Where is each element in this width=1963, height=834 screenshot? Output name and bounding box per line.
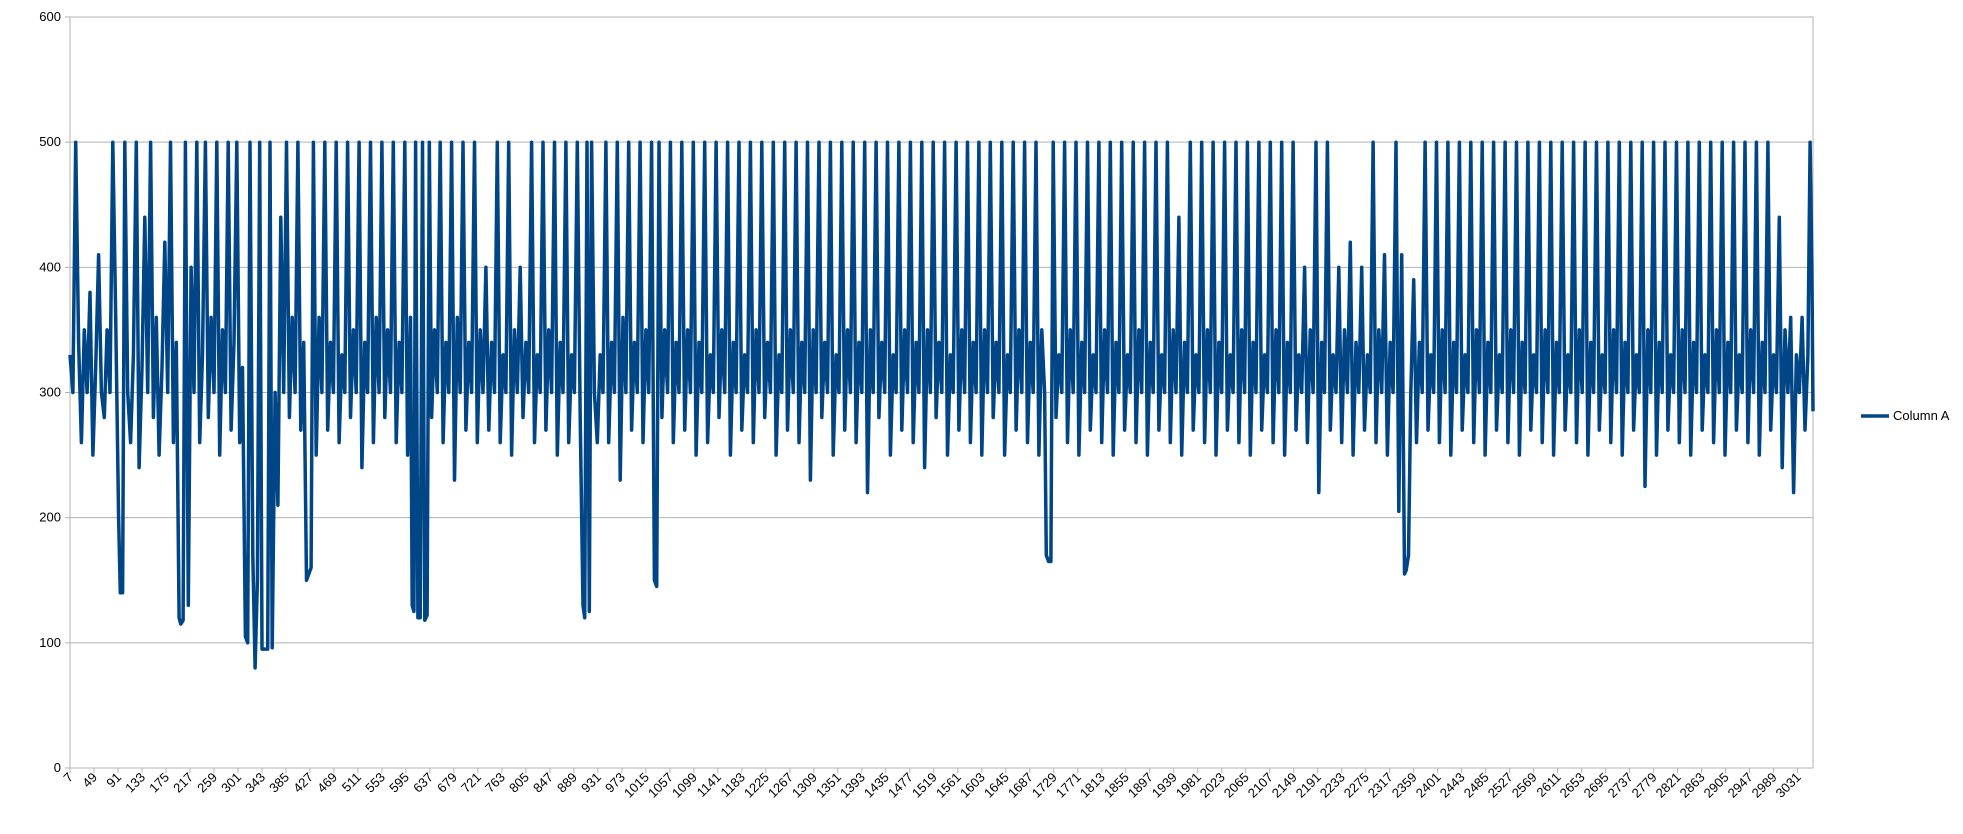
- x-tick-label: 1813: [1077, 770, 1108, 801]
- x-tick-label: 1981: [1173, 770, 1204, 801]
- x-tick-label: 2989: [1749, 770, 1780, 801]
- x-tick-label: 2863: [1677, 770, 1708, 801]
- x-tick-label: 91: [103, 770, 124, 791]
- x-tick-label: 763: [482, 770, 508, 796]
- x-tick-label: 889: [554, 770, 580, 796]
- x-tick-label: 217: [170, 770, 196, 796]
- x-tick-label: 931: [578, 770, 604, 796]
- y-tick-label: 400: [39, 259, 61, 274]
- x-tick-label: 2191: [1293, 770, 1324, 801]
- x-tick-label: 1393: [837, 770, 868, 801]
- x-tick-label: 847: [530, 770, 556, 796]
- x-tick-label: 301: [218, 770, 244, 796]
- x-tick-label: 1603: [957, 770, 988, 801]
- x-tick-label: 805: [506, 770, 532, 796]
- x-tick-label: 343: [242, 770, 268, 796]
- x-tick-label: 2149: [1269, 770, 1300, 801]
- x-tick-label: 1015: [621, 770, 652, 801]
- x-tick-label: 49: [79, 770, 100, 791]
- y-tick-label: 100: [39, 635, 61, 650]
- x-tick-label: 1099: [669, 770, 700, 801]
- series-line-0: [68, 140, 1815, 670]
- x-tick-label: 1939: [1149, 770, 1180, 801]
- x-tick-label: 2905: [1701, 770, 1732, 801]
- x-tick-label: 2359: [1389, 770, 1420, 801]
- x-tick-label: 553: [362, 770, 388, 796]
- x-tick-label: 679: [434, 770, 460, 796]
- x-tick-label: 2947: [1725, 770, 1756, 801]
- y-tick-label: 200: [39, 510, 61, 525]
- x-tick-label: 1855: [1101, 770, 1132, 801]
- x-tick-label: 1477: [885, 770, 916, 801]
- x-tick-label: 1225: [741, 770, 772, 801]
- legend-label: Column A: [1893, 408, 1950, 423]
- x-tick-label: 1897: [1125, 770, 1156, 801]
- x-tick-label: 2737: [1605, 770, 1636, 801]
- x-tick-label: 1309: [789, 770, 820, 801]
- x-tick-label: 1729: [1029, 770, 1060, 801]
- x-tick-label: 511: [339, 770, 364, 795]
- x-tick-label: 1057: [645, 770, 676, 801]
- x-tick-label: 721: [458, 770, 484, 796]
- x-tick-label: 1519: [909, 770, 940, 801]
- x-tick-label: 2401: [1413, 770, 1444, 801]
- x-tick-label: 1645: [981, 770, 1012, 801]
- x-tick-label: 1435: [861, 770, 892, 801]
- y-tick-label: 500: [39, 134, 61, 149]
- legend: Column A: [1861, 408, 1950, 423]
- x-tick-label: 7: [60, 770, 76, 786]
- x-tick-label: 175: [146, 770, 172, 796]
- x-tick-label: 2317: [1365, 770, 1396, 801]
- x-tick-label: 1141: [694, 770, 724, 800]
- x-tick-label: 2275: [1341, 770, 1372, 801]
- y-axis-tick-labels: 0 100 200 300 400 500 600: [39, 9, 61, 775]
- x-tick-label: 1771: [1053, 770, 1084, 801]
- x-tick-label: 469: [314, 770, 340, 796]
- x-tick-label: 427: [290, 770, 316, 796]
- x-tick-label: 385: [266, 770, 292, 796]
- x-tick-label: 1267: [765, 770, 796, 801]
- x-tick-label: 1351: [813, 770, 844, 801]
- x-tick-label: 2443: [1437, 770, 1468, 801]
- x-tick-label: 2065: [1221, 770, 1252, 801]
- x-tick-label: 2527: [1485, 770, 1516, 801]
- y-tick-label: 300: [39, 385, 61, 400]
- x-tick-label: 2695: [1581, 770, 1612, 801]
- x-tick-label: 595: [386, 770, 412, 796]
- y-tick-label: 0: [54, 760, 61, 775]
- x-tick-label: 2023: [1197, 770, 1228, 801]
- x-axis-tick-labels: 7 49 9113317521725930134338542746951155359…: [60, 770, 1803, 801]
- x-tick-label: 2233: [1317, 770, 1348, 801]
- x-tick-label: 2107: [1245, 770, 1276, 801]
- series-layer: [68, 140, 1815, 670]
- x-tick-label: 2569: [1509, 770, 1540, 801]
- y-tick-label: 600: [39, 9, 61, 24]
- x-tick-label: 2611: [1533, 770, 1563, 800]
- x-tick-label: 2821: [1653, 770, 1684, 801]
- x-tick-label: 133: [122, 770, 148, 796]
- x-tick-label: 2653: [1557, 770, 1588, 801]
- x-tick-label: 637: [410, 770, 436, 796]
- x-tick-label: 1561: [933, 770, 964, 801]
- x-tick-label: 3031: [1773, 770, 1804, 801]
- x-tick-label: 2485: [1461, 770, 1492, 801]
- x-tick-label: 259: [194, 770, 220, 796]
- x-tick-label: 1183: [718, 770, 748, 800]
- x-tick-label: 1687: [1005, 770, 1036, 801]
- x-tick-label: 2779: [1629, 770, 1660, 801]
